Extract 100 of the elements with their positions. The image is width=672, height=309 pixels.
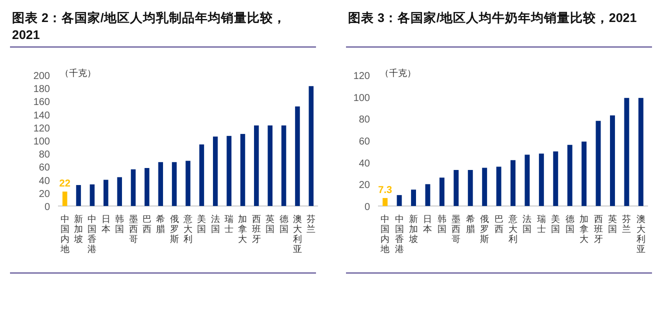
y-tick-label: 180 — [33, 84, 50, 96]
x-tick-label: 意大利 — [182, 214, 192, 244]
bar — [567, 144, 572, 206]
x-tick-label: 瑞士 — [224, 214, 234, 234]
bar — [254, 125, 259, 206]
bar — [144, 168, 150, 206]
bar — [226, 136, 232, 206]
bar — [439, 178, 444, 206]
x-tick-label: 芬兰 — [622, 214, 632, 234]
bar — [596, 120, 601, 206]
x-tick-label: 西班牙 — [594, 214, 603, 244]
y-tick-label: 200 — [33, 71, 50, 82]
x-tick-label: 墨西哥 — [452, 214, 461, 244]
bar — [482, 168, 488, 206]
x-tick-label: 日本 — [101, 214, 110, 234]
data-label: 7.3 — [378, 185, 392, 196]
y-axis-title: （千克） — [380, 68, 416, 78]
bar — [295, 106, 300, 206]
x-tick-label: 意大利 — [508, 214, 518, 244]
x-tick-label: 法国 — [210, 214, 220, 234]
x-tick-label: 中国香港 — [88, 214, 97, 254]
bar — [90, 184, 95, 206]
y-tick-label: 120 — [353, 71, 370, 82]
bar — [62, 192, 68, 206]
x-tick-label: 巴西 — [494, 214, 504, 234]
bar — [104, 180, 108, 206]
x-tick-label: 新加坡 — [408, 214, 418, 244]
x-tick-label: 西班牙 — [252, 214, 261, 244]
x-tick-label: 德国 — [279, 214, 288, 234]
bar — [172, 162, 177, 206]
bar — [538, 154, 544, 206]
x-tick-label: 瑞士 — [536, 214, 546, 234]
y-axis-title: （千克） — [60, 68, 96, 78]
bar — [624, 98, 630, 206]
x-tick-label: 希腊 — [156, 214, 166, 234]
bar — [76, 185, 81, 206]
bar — [240, 134, 246, 206]
y-tick-label: 100 — [353, 92, 370, 104]
x-tick-label: 英国 — [266, 214, 275, 234]
y-tick-label: 20 — [38, 188, 50, 200]
bar — [510, 160, 516, 206]
bar — [582, 142, 587, 206]
x-tick-label: 俄罗斯 — [480, 214, 490, 244]
bar — [158, 162, 164, 206]
bar — [524, 154, 530, 206]
y-tick-label: 160 — [33, 97, 50, 108]
bar — [186, 160, 190, 206]
x-tick-label: 美国 — [551, 214, 560, 234]
y-tick-label: 40 — [358, 158, 370, 170]
bar — [308, 86, 314, 206]
x-tick-label: 德国 — [565, 214, 574, 234]
bar — [553, 151, 558, 206]
bar — [468, 170, 473, 206]
bar — [212, 136, 218, 206]
x-tick-label: 美国 — [197, 214, 206, 234]
x-tick-label: 巴西 — [142, 214, 152, 234]
bar — [268, 125, 272, 206]
x-tick-label: 中国香港 — [394, 214, 404, 254]
y-tick-label: 20 — [358, 180, 370, 192]
x-tick-label: 加拿大 — [580, 214, 589, 244]
x-tick-label: 希腊 — [466, 214, 475, 234]
x-tick-label: 中国内地 — [59, 214, 70, 254]
y-tick-label: 0 — [44, 202, 50, 213]
y-tick-label: 80 — [358, 114, 370, 126]
y-tick-label: 140 — [33, 110, 50, 122]
x-tick-label: 新加坡 — [73, 214, 84, 244]
bar — [281, 125, 286, 206]
bar — [496, 166, 502, 206]
data-label: 22 — [59, 178, 71, 190]
bar — [425, 184, 430, 206]
x-tick-label: 中国内地 — [380, 214, 390, 254]
bar — [199, 144, 204, 206]
y-tick-label: 120 — [33, 123, 50, 134]
bar — [382, 198, 388, 206]
bar — [117, 177, 122, 206]
x-tick-label: 日本 — [423, 214, 432, 234]
bar — [610, 115, 615, 206]
x-tick-label: 加拿大 — [238, 214, 248, 244]
x-tick-label: 墨西哥 — [128, 214, 138, 244]
x-tick-label: 芬兰 — [306, 214, 316, 234]
chart-title: 图表 3：各国家/地区人均牛奶年均销量比较，2021 — [348, 10, 637, 25]
x-tick-label: 法国 — [522, 214, 532, 234]
x-tick-label: 澳大利亚 — [292, 214, 302, 254]
x-tick-label: 英国 — [608, 214, 617, 234]
bar — [454, 170, 459, 206]
chart-title: 图表 2：各国家/地区人均乳制品年均销量比较，2021 — [12, 10, 286, 42]
bar — [638, 98, 644, 206]
y-tick-label: 100 — [33, 136, 50, 148]
y-tick-label: 40 — [38, 176, 50, 187]
bar — [411, 190, 416, 206]
y-tick-label: 60 — [38, 162, 50, 174]
y-tick-label: 60 — [358, 136, 370, 148]
x-tick-label: 韩国 — [437, 214, 446, 234]
x-tick-label: 澳大利亚 — [636, 214, 646, 254]
x-tick-label: 韩国 — [115, 214, 124, 234]
y-tick-label: 80 — [38, 150, 50, 161]
y-tick-label: 0 — [364, 202, 370, 213]
x-tick-label: 俄罗斯 — [170, 214, 179, 244]
bar — [396, 195, 402, 206]
bar — [130, 169, 136, 206]
